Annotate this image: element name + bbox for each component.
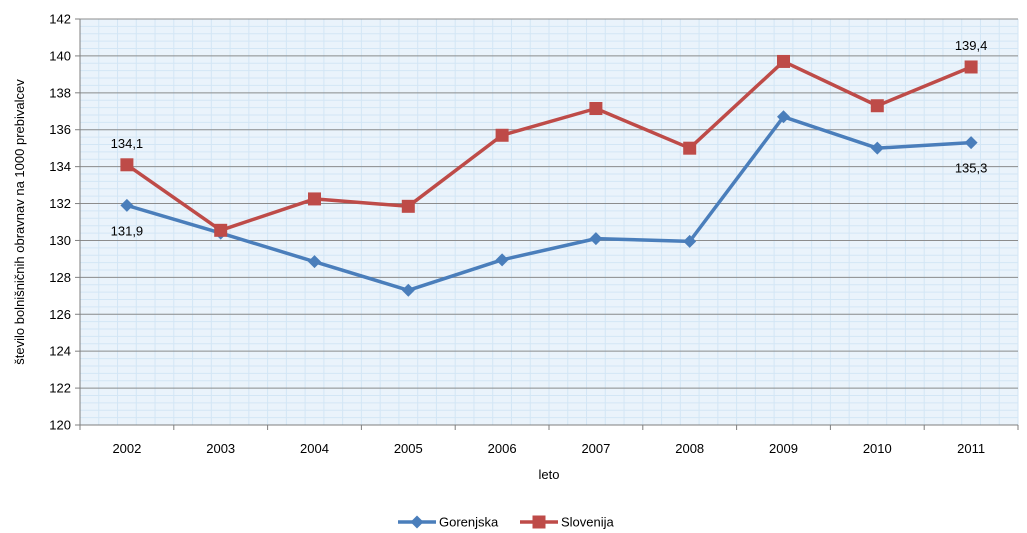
x-tick-label-2008: 2008 [675, 441, 704, 456]
x-tick-label-2010: 2010 [863, 441, 892, 456]
data-point-gorenjska-2002 [120, 198, 134, 212]
data-point-slovenija-2007 [589, 102, 603, 116]
x-tick-label-2011: 2011 [957, 441, 985, 456]
data-point-gorenjska-2011 [964, 136, 978, 150]
legend-marker-slovenija [532, 515, 546, 529]
x-tick-label-2009: 2009 [769, 441, 798, 456]
legend-label-slovenija: Slovenija [561, 515, 615, 530]
y-tick-label-122: 122 [49, 381, 71, 396]
data-label-135-3: 135,3 [955, 161, 988, 176]
data-point-gorenjska-2010 [870, 141, 884, 155]
data-point-gorenjska-2007 [589, 232, 603, 246]
data-point-gorenjska-2004 [308, 255, 321, 269]
y-tick-label-128: 128 [49, 270, 71, 285]
data-point-slovenija-2004 [308, 192, 321, 206]
data-point-gorenjska-2008 [683, 234, 697, 248]
x-tick-label-2002: 2002 [112, 441, 141, 456]
data-label-139-4: 139,4 [955, 38, 988, 53]
data-point-slovenija-2005 [401, 199, 415, 213]
legend: Gorenjska Slovenija [398, 515, 615, 530]
y-tick-label-124: 124 [49, 344, 71, 359]
data-point-gorenjska-2009 [777, 110, 790, 124]
y-tick-label-134: 134 [49, 159, 71, 174]
data-point-gorenjska-2006 [495, 253, 509, 267]
y-tick-label-132: 132 [49, 196, 71, 211]
y-tick-label-126: 126 [49, 307, 71, 322]
data-point-slovenija-2010 [870, 99, 884, 113]
data-point-slovenija-2009 [777, 54, 790, 68]
data-point-slovenija-2008 [683, 141, 697, 155]
y-tick-label-120: 120 [49, 418, 71, 433]
y-axis-title: število bolnišničnih obravnav na 1000 pr… [12, 79, 27, 365]
data-point-slovenija-2003 [214, 223, 228, 237]
x-axis-title: leto [539, 467, 560, 482]
y-tick-label-142: 142 [49, 12, 71, 27]
x-tick-label-2003: 2003 [206, 441, 235, 456]
data-point-gorenjska-2005 [401, 283, 415, 297]
data-point-slovenija-2006 [495, 128, 509, 142]
x-tick-label-2006: 2006 [488, 441, 517, 456]
y-tick-label-138: 138 [49, 85, 71, 100]
y-tick-label-140: 140 [49, 48, 71, 63]
data-point-slovenija-2002 [120, 158, 134, 172]
x-tick-label-2004: 2004 [300, 441, 329, 456]
y-tick-label-136: 136 [49, 122, 71, 137]
data-label-131-9: 131,9 [111, 223, 144, 238]
legend-label-gorenjska: Gorenjska [439, 515, 499, 530]
x-tick-label-2005: 2005 [394, 441, 423, 456]
data-point-slovenija-2011 [964, 60, 978, 74]
series-line-gorenjska [126, 115, 972, 293]
legend-marker-gorenjska [410, 515, 424, 529]
y-tick-label-130: 130 [49, 233, 71, 248]
series-line-slovenija [125, 59, 972, 233]
data-label-134-1: 134,1 [111, 136, 144, 151]
x-tick-label-2007: 2007 [581, 441, 610, 456]
